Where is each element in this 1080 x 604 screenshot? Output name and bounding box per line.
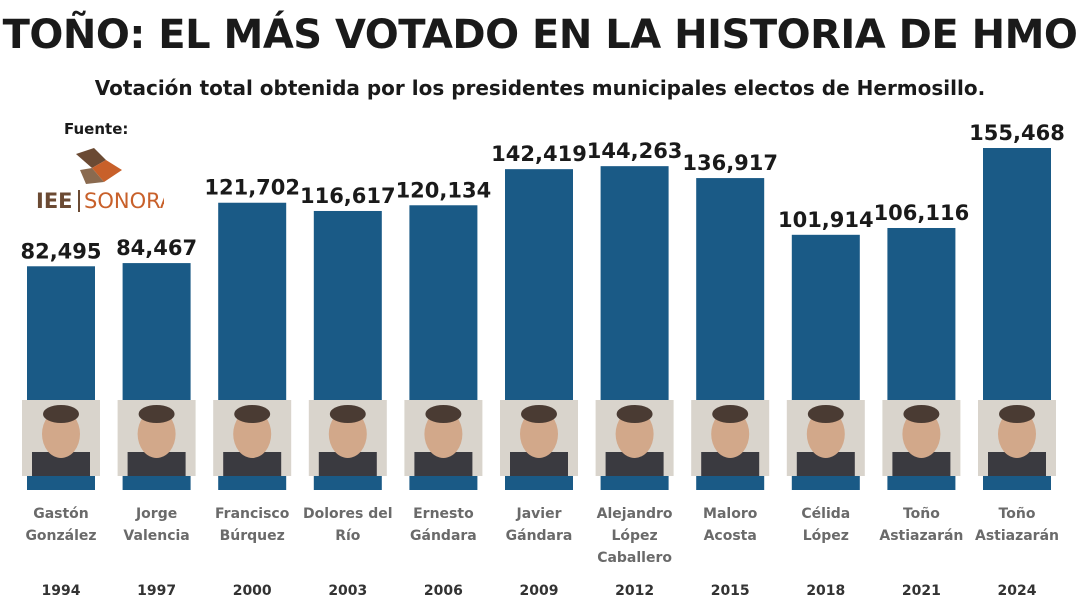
candidate-name-line: López [803, 528, 849, 544]
value-label: 101,914 [778, 208, 874, 232]
iee-logo-mark-icon [76, 148, 122, 184]
candidate-name-line: Gándara [410, 528, 477, 544]
year-tick-label: 2009 [520, 583, 559, 599]
bar-2024 [983, 148, 1051, 400]
bar-1994 [27, 266, 95, 400]
value-label: 121,702 [204, 176, 300, 200]
bar-base-1997 [122, 476, 191, 490]
value-label: 136,917 [682, 151, 778, 175]
year-tick-label: 2021 [902, 583, 941, 599]
value-label: 155,468 [969, 121, 1065, 145]
source-label: Fuente: [64, 120, 129, 138]
year-tick-label: 2024 [998, 583, 1037, 599]
person-photo-icon [691, 400, 770, 476]
person-photo-icon [978, 400, 1056, 476]
value-label: 120,134 [396, 178, 492, 202]
year-tick-label: 1997 [137, 583, 176, 599]
candidate-name-line: Río [335, 528, 361, 544]
person-photo-icon [500, 400, 578, 476]
person-photo-icon [786, 400, 865, 476]
candidate-name-line: Valencia [123, 528, 189, 544]
bar-base-2015 [696, 476, 765, 490]
bar-2021 [887, 227, 956, 400]
bar-2003 [313, 210, 382, 400]
candidate-name-line: Alejandro [597, 506, 673, 522]
candidate-name-line: Jorge [135, 506, 177, 522]
bar-2015 [696, 178, 765, 400]
candidate-name-line: Caballero [597, 550, 672, 566]
bar-2009 [505, 169, 573, 400]
value-label: 82,495 [20, 239, 101, 263]
candidate-name-line: Gándara [506, 528, 573, 544]
year-tick-label: 1994 [42, 583, 81, 599]
bar-base-2006 [409, 476, 478, 490]
chart-subtitle: Votación total obtenida por los presiden… [94, 76, 986, 100]
bar-2012 [600, 166, 669, 400]
bar-base-2021 [887, 476, 956, 490]
logo-text-iee: IEE [36, 189, 73, 213]
person-photo-icon [595, 400, 674, 476]
candidate-name-line: López [611, 528, 657, 544]
candidate-name-line: Javier [516, 506, 562, 522]
bar-base-2018 [791, 476, 860, 490]
year-tick-label: 2015 [711, 583, 750, 599]
candidate-name-line: Ernesto [413, 506, 474, 522]
candidate-name-line: Francisco [215, 506, 290, 522]
value-label: 116,617 [300, 184, 396, 208]
year-tick-label: 2006 [424, 583, 463, 599]
candidate-name-line: Gastón [33, 506, 89, 522]
bar-base-1994 [27, 476, 95, 490]
logo-text-sonora: SONORA [84, 189, 164, 213]
year-tick-label: 2018 [806, 583, 845, 599]
value-label: 84,467 [116, 236, 197, 260]
candidate-name-line: González [25, 528, 96, 544]
candidate-name-line: Astiazarán [879, 528, 963, 544]
person-photo-icon [22, 400, 100, 476]
person-photo-icon [117, 400, 196, 476]
year-tick-label: 2003 [328, 583, 367, 599]
candidate-name-line: Búrquez [220, 528, 285, 544]
bar-base-2024 [983, 476, 1051, 490]
candidate-name-line: Célida [801, 506, 850, 522]
bar-base-2012 [600, 476, 669, 490]
iee-sonora-logo: IEE SONORA [36, 148, 164, 213]
year-tick-label: 2000 [233, 583, 272, 599]
logo-divider [78, 190, 80, 212]
candidate-name-line: Toño [903, 506, 940, 522]
person-photo-icon [308, 400, 387, 476]
chart-title: TOÑO: EL MÁS VOTADO EN LA HISTORIA DE HM… [2, 12, 1078, 58]
candidate-name-line: Toño [999, 506, 1036, 522]
year-tick-label: 2012 [615, 583, 654, 599]
candidate-name-line: Dolores del [303, 506, 393, 522]
candidate-name-line: Acosta [704, 528, 757, 544]
value-label: 142,419 [491, 142, 587, 166]
person-photo-icon [404, 400, 483, 476]
bar-2018 [791, 234, 860, 400]
person-photo-icon [213, 400, 292, 476]
bar-base-2003 [313, 476, 382, 490]
candidate-name-line: Maloro [703, 506, 758, 522]
value-label: 144,263 [587, 139, 683, 163]
bar-2006 [409, 205, 478, 400]
bar-2000 [218, 202, 287, 400]
bar-1997 [122, 263, 191, 400]
person-photo-icon [882, 400, 961, 476]
bar-base-2009 [505, 476, 573, 490]
bar-base-2000 [218, 476, 287, 490]
candidate-name-line: Astiazarán [975, 528, 1059, 544]
value-label: 106,116 [874, 201, 970, 225]
